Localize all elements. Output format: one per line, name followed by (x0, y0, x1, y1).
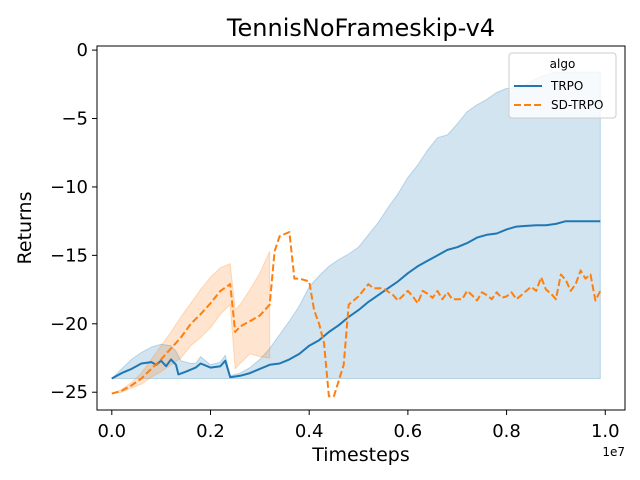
legend-label-trpo: TRPO (550, 79, 583, 93)
y-tick-label: −15 (50, 245, 88, 266)
x-axis-title: Timesteps (311, 444, 410, 466)
x-tick-label: 0.2 (196, 421, 225, 442)
x-tick-label: 1.0 (591, 421, 620, 442)
legend: algo TRPO SD-TRPO (508, 52, 617, 119)
confidence-bands (110, 71, 601, 395)
y-axis-title: Returns (14, 192, 36, 265)
series-line-sd-trpo (111, 231, 602, 398)
x-axis-scale-label: 1e7 (602, 445, 625, 459)
series-line-trpo (111, 220, 601, 380)
legend-title: algo (550, 57, 576, 71)
legend-entries: TRPO SD-TRPO (514, 79, 603, 112)
legend-label-sd-trpo: SD-TRPO (551, 98, 603, 112)
x-tick-label: 0.6 (394, 421, 423, 442)
x-tick-label: 0.0 (97, 421, 126, 442)
band-trpo (110, 71, 601, 379)
series-lines (111, 220, 602, 398)
y-tick-label: −20 (50, 314, 88, 335)
legend-box (508, 52, 617, 119)
x-tick-label: 0.4 (295, 421, 324, 442)
x-axis-ticks: 0.0 0.2 0.4 0.6 0.8 1.0 (97, 410, 620, 442)
y-tick-label: 0 (77, 40, 88, 61)
y-tick-label: −10 (50, 177, 88, 198)
y-tick-label: −25 (50, 382, 88, 403)
chart-title: TennisNoFrameskip-v4 (226, 14, 495, 42)
y-tick-label: −5 (61, 109, 88, 130)
y-axis-ticks: 0 −5 −10 −15 −20 −25 (50, 40, 97, 403)
plot-frame (96, 45, 626, 411)
x-tick-label: 0.8 (492, 421, 521, 442)
